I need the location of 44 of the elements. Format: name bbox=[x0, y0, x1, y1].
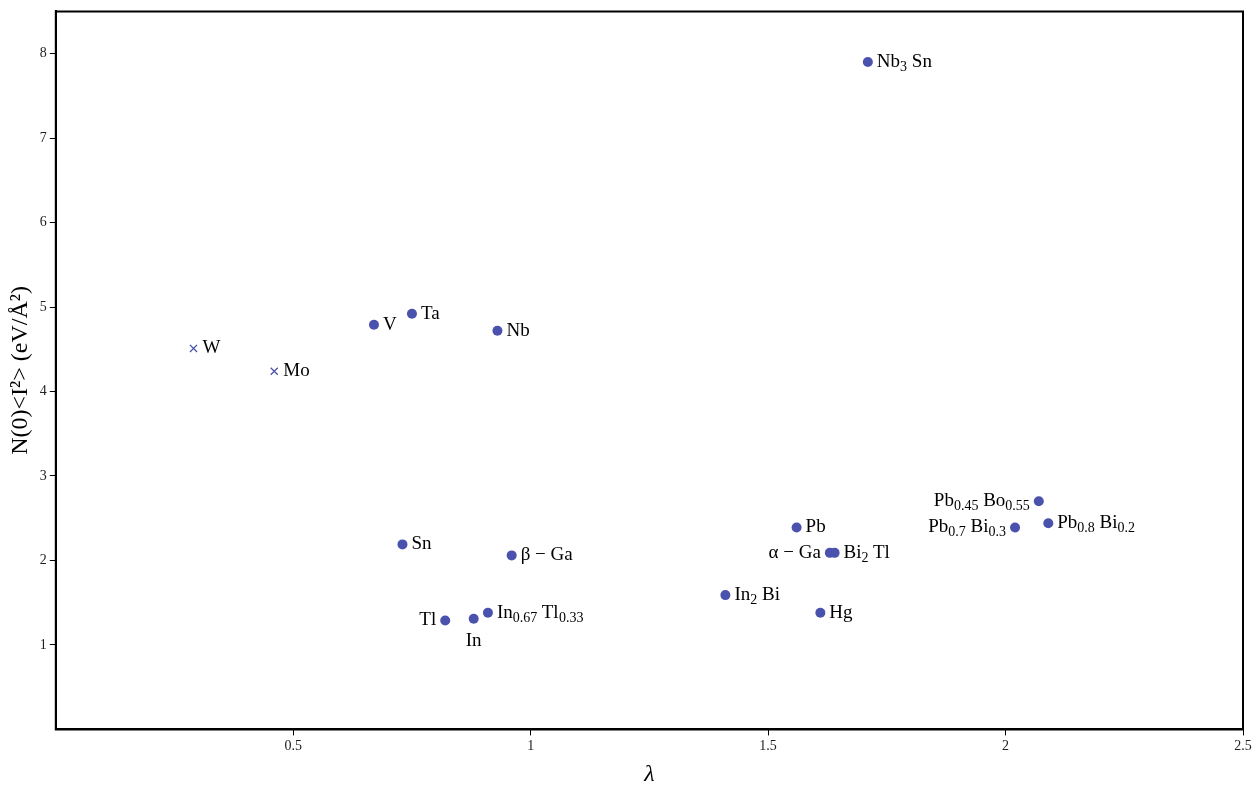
point bbox=[1043, 518, 1054, 529]
y-tick-label: 8 bbox=[39, 45, 47, 61]
x-tick-label: 2 bbox=[1002, 738, 1010, 754]
annotation: Pb bbox=[805, 515, 826, 537]
point bbox=[397, 539, 408, 550]
point bbox=[1010, 522, 1021, 533]
point bbox=[492, 325, 503, 336]
y-tick-label: 5 bbox=[39, 298, 47, 314]
x-tick-label: 2.5 bbox=[1234, 738, 1252, 754]
x-tick-label: 1 bbox=[527, 738, 535, 754]
y-tick-label: 2 bbox=[39, 552, 47, 568]
point bbox=[506, 550, 517, 561]
annotation: Tl bbox=[419, 608, 437, 630]
point bbox=[720, 590, 731, 601]
y-axis-title: N(0)<I²> (eV/Å²) bbox=[5, 286, 32, 455]
annotation: β − Ga bbox=[520, 543, 574, 565]
point bbox=[270, 367, 279, 376]
annotation: Hg bbox=[829, 600, 854, 622]
point bbox=[440, 615, 451, 626]
point bbox=[406, 308, 417, 319]
x-axis-title: λ bbox=[643, 759, 655, 786]
y-tick-label: 7 bbox=[39, 129, 47, 145]
point bbox=[862, 57, 873, 68]
point bbox=[482, 607, 493, 618]
y-tick-label: 6 bbox=[39, 214, 47, 230]
x-tick-label: 0.5 bbox=[284, 738, 302, 754]
annotation: V bbox=[382, 312, 397, 334]
x-tick-label: 1.5 bbox=[759, 738, 777, 754]
point bbox=[791, 522, 802, 533]
annotation: W bbox=[202, 336, 221, 358]
annotation: Mo bbox=[283, 359, 310, 381]
point bbox=[468, 613, 479, 624]
point bbox=[1033, 496, 1044, 507]
y-tick-label: 3 bbox=[39, 467, 47, 483]
point bbox=[368, 319, 379, 330]
annotation: Ta bbox=[420, 301, 441, 323]
annotation: In bbox=[465, 628, 483, 650]
y-tick-label: 1 bbox=[39, 636, 47, 652]
annotation: Sn bbox=[411, 532, 433, 554]
annotation: Nb bbox=[506, 318, 530, 340]
point bbox=[189, 344, 198, 353]
y-tick-label: 4 bbox=[39, 383, 47, 399]
annotation: α − Ga bbox=[768, 540, 822, 562]
point bbox=[815, 607, 826, 618]
